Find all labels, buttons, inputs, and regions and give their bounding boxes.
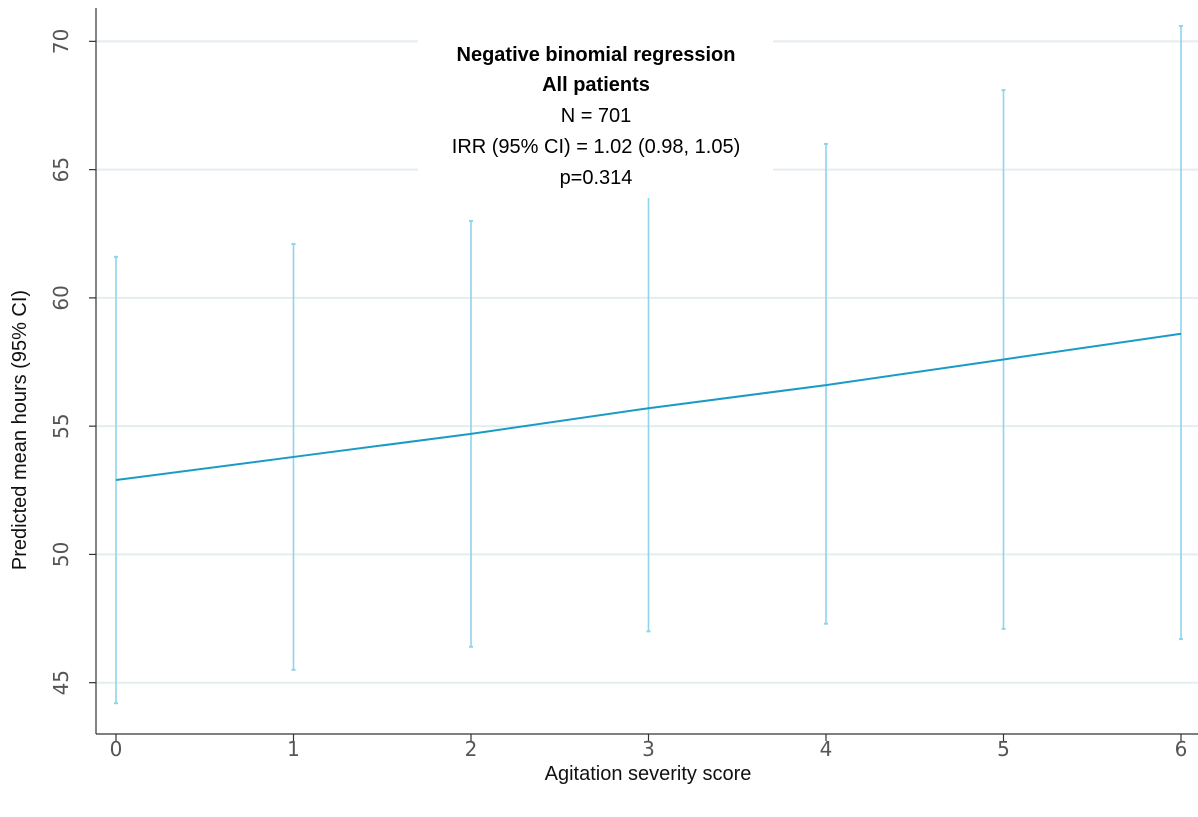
y-tick-labels: 45 50 55 60 65 70 [49,29,96,695]
y-tick-label: 45 [49,670,73,695]
x-tick-label: 4 [820,737,833,761]
x-tick-label: 6 [1175,737,1188,761]
annotation-box: Negative binomial regression All patient… [452,44,740,189]
y-tick-label: 50 [49,542,73,567]
x-axis-title: Agitation severity score [545,763,752,785]
y-tick-label: 70 [49,29,73,54]
x-tick-label: 2 [465,737,478,761]
prediction-line-group [115,332,1182,482]
annotation-line-3: N = 701 [561,105,632,127]
x-tick-label: 1 [287,737,300,761]
y-tick-label: 55 [49,413,73,438]
annotation-background [418,36,773,198]
x-tick-label: 0 [110,737,123,761]
y-axis-title: Predicted mean hours (95% CI) [9,290,31,570]
x-tick-labels: 0 1 2 3 4 5 6 [110,734,1188,761]
annotation-line-4: IRR (95% CI) = 1.02 (0.98, 1.05) [452,136,740,158]
y-tick-label: 65 [49,157,73,182]
annotation-line-5: p=0.314 [560,167,633,189]
x-tick-label: 3 [642,737,655,761]
y-tick-label: 60 [49,285,73,310]
prediction-line [115,332,1182,482]
axes [95,8,1198,735]
annotation-line-2: All patients [542,74,650,96]
confidence-intervals [114,24,1183,705]
x-tick-label: 5 [997,737,1010,761]
annotation-line-1: Negative binomial regression [457,44,736,66]
